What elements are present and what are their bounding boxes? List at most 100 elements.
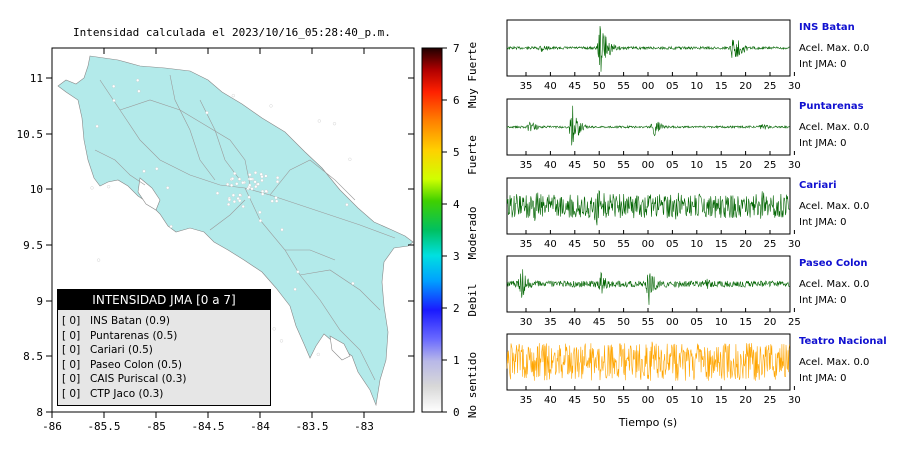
station-jma: Int JMA: 0	[799, 217, 847, 228]
city-marker	[137, 89, 141, 93]
colorbar-tick-label: 2	[453, 302, 460, 315]
waveform-tick-label: 25	[764, 239, 777, 250]
station-info: Puntarenas Acel. Max. 0.0 Int JMA: 0	[799, 101, 869, 149]
station-accel: Acel. Max. 0.0	[799, 357, 870, 368]
city-marker	[235, 182, 239, 186]
city-marker	[274, 196, 278, 200]
city-marker	[169, 224, 173, 229]
waveform-tick-label: 40	[568, 317, 581, 328]
waveform-tick-label: 40	[544, 160, 557, 171]
waveform-tick-label: 50	[593, 160, 606, 171]
map-y-tick-label: 8.5	[23, 350, 43, 363]
city-marker	[205, 111, 209, 115]
colorbar-tick-label: 0	[453, 406, 460, 419]
colorbar-category-label: Muy Fuerte	[466, 42, 479, 108]
station-accel: Acel. Max. 0.0	[799, 201, 870, 212]
waveform-tick-label: 40	[544, 81, 557, 92]
city-marker	[258, 210, 262, 214]
waveform-tick-label: 00	[666, 317, 679, 328]
station-jma: Int JMA: 0	[799, 59, 847, 70]
city-marker	[275, 180, 280, 184]
map-y-tick-label: 11	[30, 72, 43, 85]
station-name: Teatro Nacional	[799, 336, 887, 347]
legend-item-label: CAIS Puriscal (0.3)	[90, 373, 187, 386]
map-x-tick-label: -85	[146, 420, 166, 433]
waveform-tick-label: 25	[764, 395, 777, 406]
waveform-tick-label: 35	[544, 317, 557, 328]
waveform-tick-label: 00	[642, 81, 655, 92]
city-marker	[227, 202, 231, 206]
waveform-tick-label: 20	[739, 160, 752, 171]
city-marker	[95, 124, 99, 128]
waveform-tick-label: 55	[617, 81, 630, 92]
city-marker	[166, 186, 170, 190]
nicoya-gulf	[137, 177, 161, 211]
city-marker	[112, 98, 116, 103]
waveform-tick-label: 05	[666, 160, 679, 171]
intensity-colorbar: 0 1 2 3 4 5 6 7 No sentido Debil Moderado Fuerte Muy…	[421, 42, 479, 419]
city-marker	[260, 189, 265, 193]
map-x-tick-label: -85.5	[87, 420, 120, 433]
waveform-tick-label: 50	[593, 395, 606, 406]
legend-item-bracket: [ 0]	[62, 315, 81, 327]
colorbar-tick-label: 7	[453, 42, 460, 55]
colorbar-category-label: Debil	[466, 283, 479, 316]
city-marker	[247, 195, 251, 199]
map-x-tick-label: -84.5	[191, 420, 224, 433]
waveform-tick-label: 20	[739, 239, 752, 250]
waveform-tick-label: 15	[715, 395, 728, 406]
waveform-tick-label: 45	[568, 81, 581, 92]
city-marker	[248, 183, 252, 187]
colorbar-tick-label: 5	[453, 146, 460, 159]
city-marker	[231, 94, 235, 98]
station-name: Paseo Colon	[799, 258, 868, 269]
city-marker	[280, 228, 284, 232]
city-marker	[270, 199, 274, 203]
legend-item-bracket: [ 0]	[62, 329, 81, 342]
city-marker	[260, 178, 264, 182]
city-marker	[272, 327, 276, 331]
legend-item: [ 0] Paseo Colon (0.5)	[62, 358, 270, 373]
colorbar-category-label: Moderado	[466, 207, 479, 260]
city-marker	[227, 198, 231, 202]
waveform-tick-label: 20	[739, 81, 752, 92]
city-marker	[136, 78, 140, 82]
legend-list: [ 0] INS Batan (0.9)[ 0] Puntarenas (0.5)[…	[62, 314, 270, 402]
city-marker	[238, 193, 242, 197]
station-name: Puntarenas	[799, 101, 864, 112]
city-marker	[238, 199, 242, 203]
city-marker	[253, 180, 257, 184]
waveform-trace	[506, 269, 790, 305]
city-marker	[317, 119, 321, 123]
city-marker	[226, 182, 230, 186]
station-info: INS Batan Acel. Max. 0.0 Int JMA: 0	[799, 22, 869, 70]
city-marker	[248, 173, 252, 177]
legend-item-label: Paseo Colon (0.5)	[90, 358, 182, 371]
colorbar-tick-label: 4	[453, 198, 460, 211]
waveform-tick-label: 20	[764, 317, 777, 328]
station-accel: Acel. Max. 0.0	[799, 279, 870, 290]
waveform-tick-label: 50	[617, 317, 630, 328]
waveform-tick-label: 10	[690, 239, 703, 250]
station-jma: Int JMA: 0	[799, 295, 847, 306]
costa-rica-land	[57, 55, 414, 407]
station-accel: Acel. Max. 0.0	[799, 43, 870, 54]
city-marker	[241, 204, 245, 209]
waveform-tick-label: 25	[764, 81, 777, 92]
waveform-panel: 30 35 40 45 50 55 00 05 10 15 20 25	[506, 255, 801, 328]
waveform-tick-label: 35	[520, 160, 533, 171]
city-marker	[231, 193, 235, 197]
city-marker	[269, 104, 273, 108]
legend-item-bracket: [ 0]	[62, 344, 81, 357]
colorbar-category-label: No sentido	[466, 352, 479, 418]
station-jma: Int JMA: 0	[799, 138, 847, 149]
map-y-tick-label: 9	[36, 295, 43, 308]
legend-item-label: CTP Jaco (0.3)	[90, 387, 164, 400]
waveform-panel: 35 40 45 50 55 00 05 10 15 20 25 30	[506, 177, 801, 250]
waveform-tick-label: 15	[739, 317, 752, 328]
waveform-tick-label: 30	[788, 160, 801, 171]
waveform-trace	[506, 189, 790, 226]
map-x-tick-label: -83	[354, 420, 374, 433]
waveform-tick-label: 25	[788, 317, 801, 328]
waveform-tick-label: 05	[690, 317, 703, 328]
